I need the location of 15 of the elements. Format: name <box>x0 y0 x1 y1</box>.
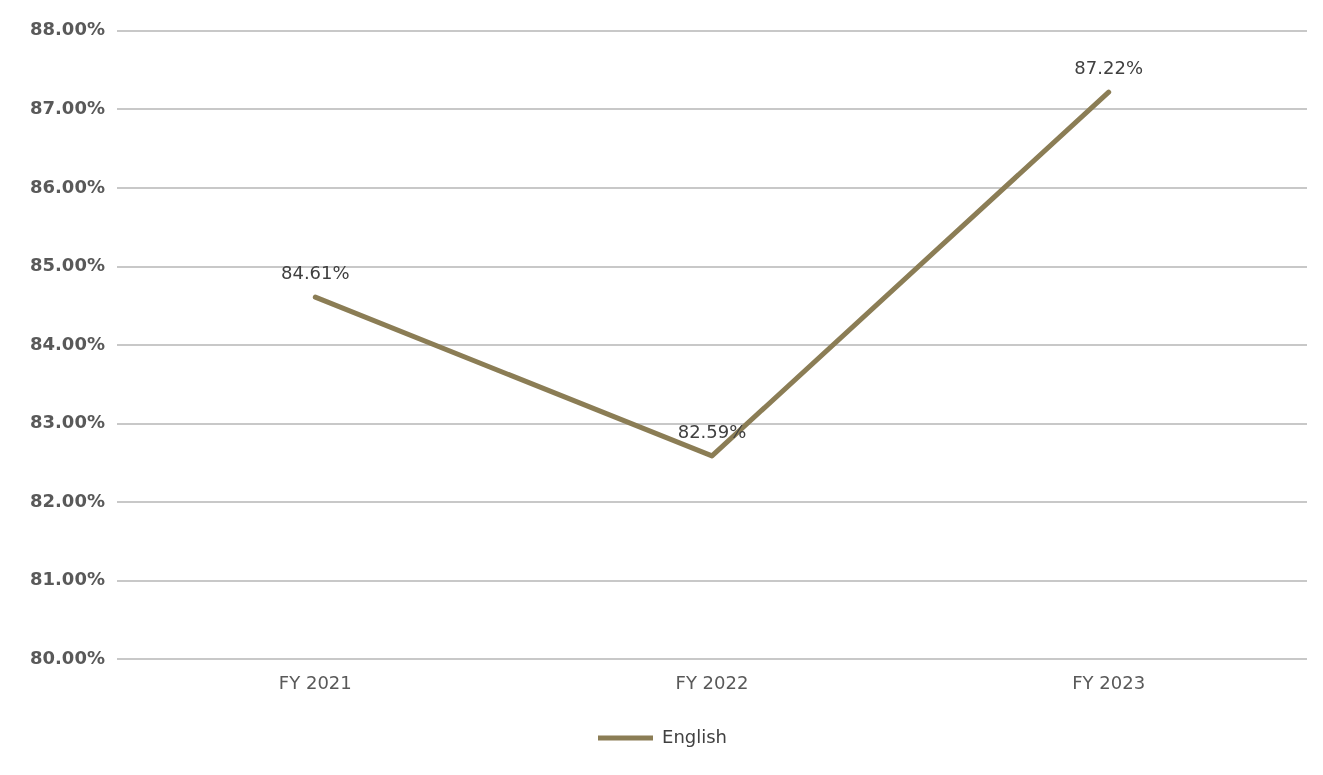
data-label: 84.61% <box>280 261 350 283</box>
y-tick-label: 80.00% <box>29 647 105 669</box>
x-tick-label: FY 2021 <box>278 671 352 693</box>
y-tick-label: 81.00% <box>29 568 105 590</box>
y-tick-label: 82.00% <box>29 489 105 511</box>
x-tick-label: FY 2023 <box>1072 671 1146 693</box>
data-label: 87.22% <box>1074 56 1143 78</box>
y-tick-label: 84.00% <box>29 332 105 354</box>
y-tick-label: 83.00% <box>29 411 105 433</box>
y-tick-label: 86.00% <box>29 175 105 197</box>
y-tick-label: 87.00% <box>29 97 105 119</box>
y-tick-label: 88.00% <box>29 18 105 40</box>
legend-label: English <box>662 725 727 747</box>
x-tick-label: FY 2022 <box>675 671 749 693</box>
y-tick-label: 85.00% <box>29 254 105 276</box>
